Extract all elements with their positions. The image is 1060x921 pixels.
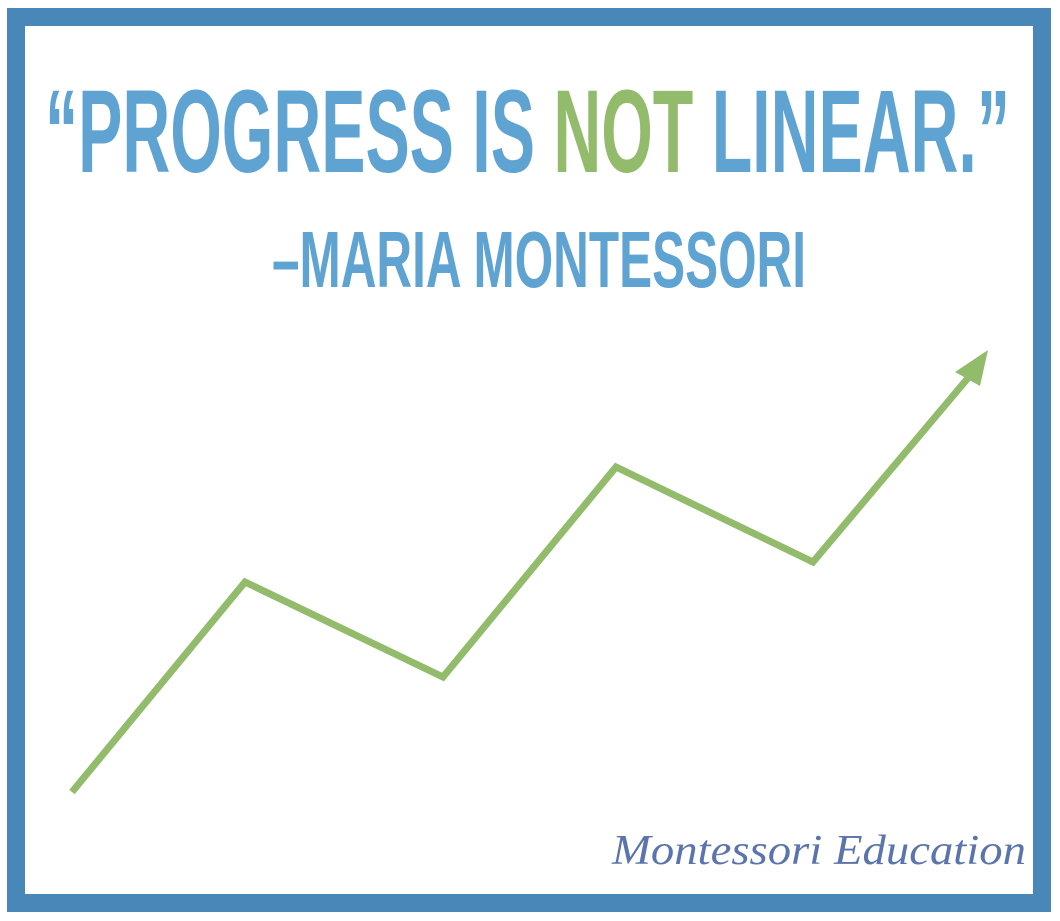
- arrow-head: [955, 350, 988, 386]
- zigzag-arrow: [69, 375, 971, 795]
- brand: Montessori Education: [611, 828, 1026, 874]
- quote-highlight: NOT: [553, 66, 693, 198]
- frame: [7, 8, 1051, 912]
- quote-start: “PROGRESS IS: [45, 66, 535, 198]
- quote-end: LINEAR.”: [712, 66, 1010, 198]
- attribution: –MARIA MONTESSORI: [272, 215, 806, 304]
- quote: “PROGRESS IS NOT LINEAR.”: [45, 66, 1010, 198]
